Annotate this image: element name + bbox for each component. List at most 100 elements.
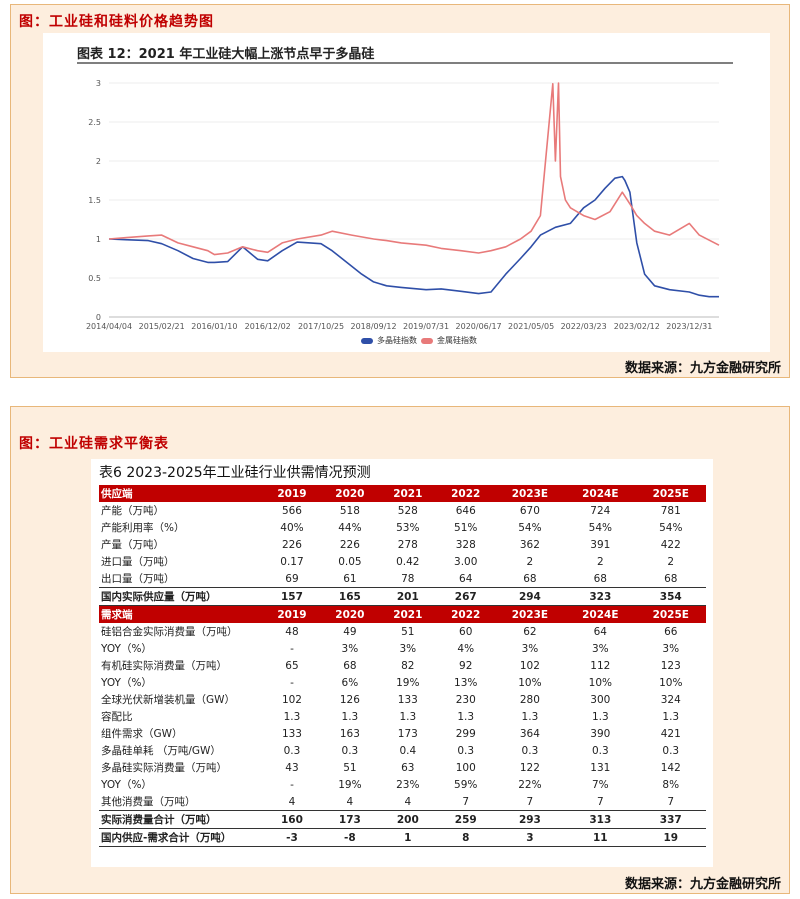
cell-value: 60 (459, 625, 473, 638)
y-tick-label: 0 (96, 313, 101, 322)
cell-value: 62 (523, 625, 537, 638)
cell-value: 7 (462, 795, 470, 808)
cell-value: 173 (397, 727, 418, 740)
cell-value: 78 (401, 572, 415, 585)
legend-item-polysilicon: 多晶硅指数 (361, 335, 417, 346)
cell-value: 3% (662, 642, 680, 655)
price-trend-panel: 图：工业硅和硅料价格趋势图 图表 12：2021 年工业硅大幅上涨节点早于多晶硅… (10, 4, 790, 378)
x-tick-label: 2016/12/02 (245, 322, 291, 331)
cell-value: 1.3 (457, 710, 475, 723)
cell-value: 68 (664, 572, 678, 585)
demand-row: YOY（%） - 6% 19% 13% 10% 10% 10% (99, 674, 706, 691)
cell-value: 200 (378, 810, 437, 829)
cell-value: 421 (660, 727, 681, 740)
x-tick-label: 2023/12/31 (666, 322, 712, 331)
cell-value: 0.3 (341, 744, 359, 757)
cell-value: 53% (396, 521, 420, 534)
supply-row: 产量（万吨） 226 226 278 328 362 391 422 (99, 536, 706, 553)
row-label: 供应端 (99, 485, 263, 502)
cell-value: 0.3 (591, 744, 609, 757)
cell-value: 280 (519, 693, 540, 706)
cell-value: 82 (401, 659, 415, 672)
table-area: 表6 2023-2025年工业硅行业供需情况预测 供应端 2019 2020 2021… (91, 459, 713, 867)
cell-value: 68 (523, 572, 537, 585)
cell-value: 22% (518, 778, 542, 791)
row-label: 需求端 (99, 605, 263, 623)
cell-value: 23% (396, 778, 420, 791)
cell-value: 3% (591, 642, 609, 655)
cell-value: 323 (565, 587, 636, 606)
y-tick-label: 2.5 (88, 118, 101, 127)
row-label: 国内实际供应量（万吨） (99, 587, 263, 606)
cell-value: 51 (401, 625, 415, 638)
cell-value: 226 (339, 538, 360, 551)
cell-value: 133 (397, 693, 418, 706)
cell-value: 54% (588, 521, 612, 534)
demand-row: 全球光伏新增装机量（GW） 102 126 133 230 280 300 324 (99, 691, 706, 708)
cell-value: 324 (660, 693, 681, 706)
demand-row: 硅铝合金实际消费量（万吨） 48 49 51 60 62 64 66 (99, 623, 706, 640)
row-label: 产能利用率（%） (101, 522, 185, 534)
cell-value: 19% (396, 676, 420, 689)
cell-value: 8 (436, 828, 495, 847)
cell-value: 123 (660, 659, 681, 672)
row-label: 实际消费量合计（万吨） (99, 810, 263, 829)
supply-row: 出口量（万吨） 69 61 78 64 68 68 68 (99, 570, 706, 588)
row-label: 产能（万吨） (101, 505, 164, 517)
cell-value: 4 (404, 795, 412, 808)
cell-value: 299 (455, 727, 476, 740)
cell-value: 354 (635, 587, 706, 606)
cell-value: 165 (320, 587, 379, 606)
cell-value: 0.3 (457, 744, 475, 757)
cell-value: 68 (593, 572, 607, 585)
row-label: 出口量（万吨） (101, 573, 175, 585)
cell-value: 43 (285, 761, 299, 774)
cell-value: -3 (263, 828, 321, 847)
cell-value: 422 (660, 538, 681, 551)
cell-value: 142 (660, 761, 681, 774)
cell-value: 19% (338, 778, 362, 791)
cell-value: 337 (635, 810, 706, 829)
cell-value: 68 (343, 659, 357, 672)
demand-row: 其他消费量（万吨） 4 4 4 7 7 7 7 (99, 793, 706, 811)
price-trend-source: 数据来源：九方金融研究所 (624, 361, 781, 376)
cell-value: 0.42 (396, 555, 420, 568)
cell-value: 1.3 (662, 710, 680, 723)
cell-value: 362 (519, 538, 540, 551)
cell-value: 112 (590, 659, 611, 672)
demand-row: 有机硅实际消费量（万吨） 65 68 82 92 102 112 123 (99, 657, 706, 674)
cell-value: 1.3 (521, 710, 539, 723)
cell-value: 0.05 (338, 555, 362, 568)
x-tick-label: 2017/10/25 (298, 322, 344, 331)
x-tick-label: 2014/04/04 (86, 322, 132, 331)
supply-header-row: 供应端 2019 2020 2021 2022 2023E 2024E 2025E (99, 485, 706, 502)
y-tick-label: 0.5 (88, 274, 101, 283)
cell-value: 1 (378, 828, 437, 847)
cell-value: 100 (455, 761, 476, 774)
cell-value: 328 (455, 538, 476, 551)
cell-value: 2021 (378, 605, 437, 623)
cell-value: 44% (338, 521, 362, 534)
cell-value: 267 (436, 587, 495, 606)
cell-value: 2024E (565, 605, 636, 623)
legend-item-metal-silicon: 金属硅指数 (421, 335, 477, 346)
cell-value: 65 (285, 659, 299, 672)
cell-value: 391 (590, 538, 611, 551)
cell-value: 724 (590, 504, 611, 517)
y-tick-label: 2 (96, 157, 101, 166)
demand-row: 多晶硅实际消费量（万吨） 43 51 63 100 122 131 142 (99, 759, 706, 776)
cell-value: 13% (454, 676, 478, 689)
cell-value: 10% (518, 676, 542, 689)
cell-value: 122 (519, 761, 540, 774)
cell-value: 646 (455, 504, 476, 517)
y-tick-label: 3 (96, 79, 101, 88)
row-label: 进口量（万吨） (101, 556, 175, 568)
y-tick-label: 1.5 (88, 196, 101, 205)
demand-row: YOY（%） - 3% 3% 4% 3% 3% 3% (99, 640, 706, 657)
cell-value: 781 (660, 504, 681, 517)
cell-value: -8 (320, 828, 379, 847)
table-title: 表6 2023-2025年工业硅行业供需情况预测 (99, 465, 371, 481)
cell-value: 131 (590, 761, 611, 774)
cell-value: 3.00 (454, 555, 478, 568)
cell-value: 64 (459, 572, 473, 585)
